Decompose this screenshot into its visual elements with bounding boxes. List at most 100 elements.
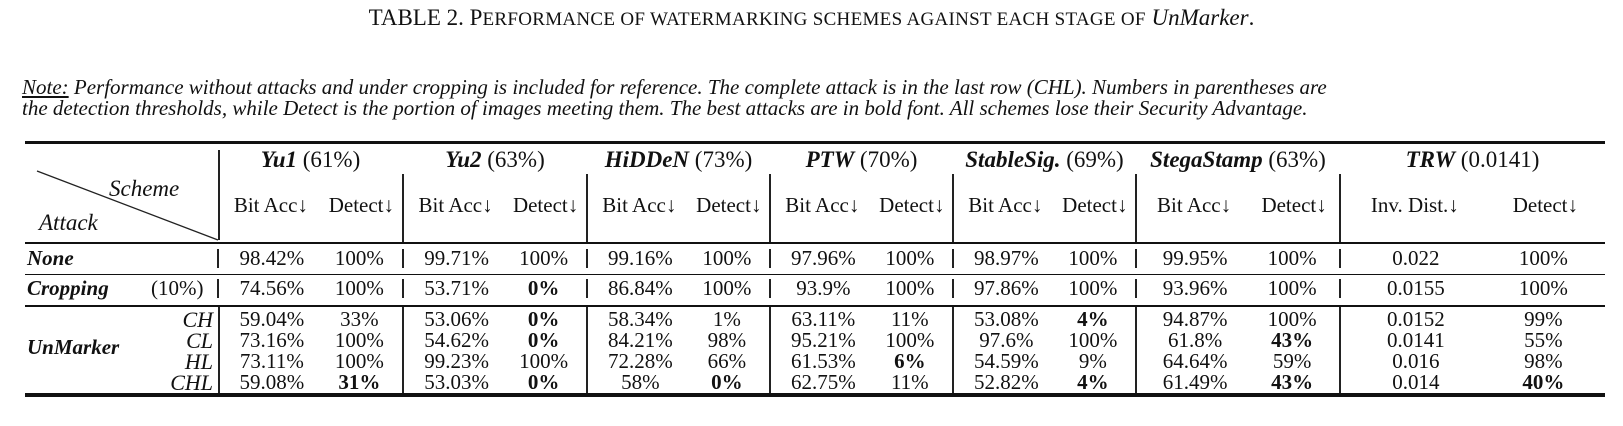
- table-cell: 53.08%: [973, 307, 1039, 331]
- table-cell: 100%: [334, 328, 384, 352]
- corner-diagonal: [36, 170, 219, 241]
- attack-parameter: CH: [182, 307, 213, 332]
- note-line-1: Performance without attacks and under cr…: [68, 75, 1327, 99]
- scheme-header: StegaStamp (63%): [1136, 148, 1340, 171]
- corner-divider: [218, 150, 220, 240]
- table-cell: 100%: [1518, 276, 1568, 300]
- cell-divider: [402, 249, 404, 268]
- table-cell: 74.56%: [239, 276, 305, 300]
- table-cell: 100%: [519, 349, 569, 373]
- table-cell: 54.59%: [973, 349, 1039, 373]
- scheme-name: PTW: [805, 147, 855, 172]
- table-cell: 100%: [1518, 246, 1568, 270]
- cell-divider: [586, 249, 588, 268]
- attack-parameter: HL: [184, 349, 213, 374]
- table-cell: 86.84%: [607, 276, 673, 300]
- scheme-name: Yu1: [260, 147, 297, 172]
- cell-divider: [586, 279, 588, 298]
- table-cell: 61.53%: [790, 349, 856, 373]
- table-cell: 100%: [519, 246, 569, 270]
- attack-parameter: CHL: [170, 370, 213, 395]
- table-cell: 72.28%: [607, 349, 673, 373]
- cell-divider: [952, 307, 954, 393]
- cell-divider: [952, 279, 954, 298]
- scheme-divider: [952, 174, 954, 242]
- metric-header-detect: Detect↓: [1062, 193, 1128, 217]
- scheme-header: PTW (70%): [770, 147, 953, 172]
- table-cell: 100%: [702, 276, 752, 300]
- bottom-rule: [25, 393, 1605, 397]
- scheme-divider: [1135, 174, 1137, 242]
- table-cell: 73.16%: [239, 328, 305, 352]
- table-cell: 0.014: [1392, 370, 1440, 394]
- cell-divider: [769, 249, 771, 268]
- scheme-threshold: (61%): [297, 147, 361, 172]
- table-cell: 100%: [702, 246, 752, 270]
- metric-header-accuracy: Bit Acc↓: [968, 193, 1043, 217]
- table-cell: 6%: [894, 349, 926, 373]
- table-cell: 0.0141: [1387, 328, 1445, 352]
- metric-header-detect: Detect↓: [1261, 193, 1327, 217]
- scheme-header: Yu2 (63%): [403, 148, 587, 171]
- cell-divider: [217, 249, 219, 268]
- table-cell: 98.97%: [973, 246, 1039, 270]
- table-cell: 100%: [1068, 328, 1118, 352]
- cell-divider: [1339, 307, 1341, 393]
- cell-divider: [1339, 279, 1341, 298]
- table-cell: 59.08%: [239, 370, 305, 394]
- table-cell: 0%: [527, 307, 560, 331]
- table-cell: 100%: [885, 246, 935, 270]
- table-caption: TABLE 2. PERFORMANCE OF WATERMARKING SCH…: [0, 5, 1623, 31]
- table-cell: 99%: [1524, 307, 1563, 331]
- table-note: Note: Performance without attacks and un…: [22, 77, 1602, 119]
- table-cell: 0.0152: [1387, 307, 1445, 331]
- table-cell: 31%: [338, 370, 381, 394]
- metric-header-accuracy: Inv. Dist.↓: [1370, 193, 1459, 217]
- cell-divider: [402, 307, 404, 393]
- cell-divider: [1339, 249, 1341, 268]
- scheme-divider: [769, 174, 771, 242]
- table-cell: 100%: [1068, 276, 1118, 300]
- table-cell: 33%: [340, 307, 379, 331]
- caption-period: .: [1248, 5, 1255, 30]
- table-cell: 43%: [1271, 328, 1314, 352]
- table-cell: 40%: [1522, 370, 1565, 394]
- table-cell: 59.04%: [239, 307, 305, 331]
- table-cell: 66%: [707, 349, 747, 373]
- scheme-threshold: (69%): [1060, 147, 1124, 172]
- table-cell: 0.016: [1392, 349, 1440, 373]
- table-cell: 58%: [621, 370, 660, 394]
- table-cell: 97.96%: [790, 246, 856, 270]
- attack-label: UnMarker: [27, 335, 120, 359]
- section-rule: [25, 305, 1605, 307]
- table-cell: 53.06%: [424, 307, 489, 331]
- table-cell: 59%: [1272, 349, 1312, 373]
- table-cell: 11%: [890, 307, 929, 331]
- metric-header-detect: Detect↓: [696, 193, 762, 217]
- results-table: Scheme Attack Yu1 (61%) Bit Acc↓ Detect↓ Yu…: [25, 141, 1605, 401]
- note-line-2: the detection thresholds, while Detect i…: [22, 96, 1308, 120]
- table-cell: 99.95%: [1162, 246, 1228, 270]
- metric-header-detect: Detect↓: [879, 193, 945, 217]
- scheme-header: Yu1 (61%): [218, 147, 403, 172]
- caption-lead: TABLE 2. P: [368, 5, 483, 30]
- cell-divider: [586, 307, 588, 393]
- table-cell: 100%: [1267, 307, 1317, 331]
- table-cell: 58.34%: [607, 307, 673, 331]
- cell-divider: [402, 279, 404, 298]
- table-cell: 100%: [334, 276, 384, 300]
- table-cell: 98.42%: [239, 246, 305, 270]
- scheme-threshold: (0.0141): [1455, 147, 1540, 172]
- scheme-header: HiDDeN (73%): [587, 148, 770, 171]
- table-cell: 84.21%: [607, 328, 673, 352]
- table-cell: 62.75%: [790, 370, 856, 394]
- table-cell: 0%: [711, 370, 743, 394]
- table-cell: 97.86%: [973, 276, 1039, 300]
- table-cell: 0.022: [1392, 246, 1440, 270]
- metric-header-accuracy: Bit Acc↓: [1157, 193, 1232, 217]
- attack-label: Cropping: [27, 276, 109, 300]
- table-cell: 98%: [1524, 349, 1563, 373]
- caption-tool-name: UnMarker: [1151, 5, 1249, 30]
- table-cell: 73.11%: [239, 349, 304, 373]
- attack-parameter: CL: [186, 328, 213, 353]
